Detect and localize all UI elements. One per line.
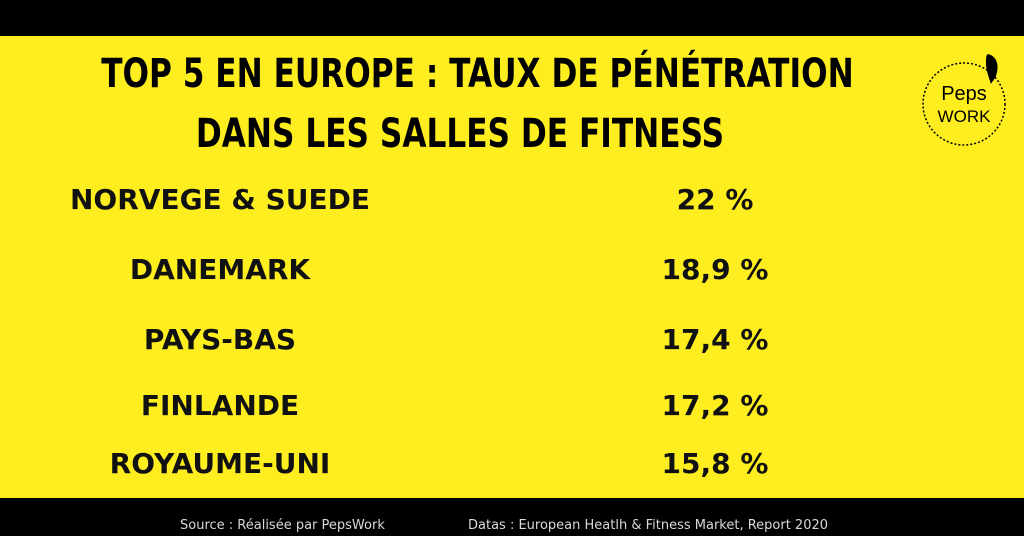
footer-source: Source : Réalisée par PepsWork	[180, 518, 385, 533]
row-label-finlande: FINLANDE	[140, 389, 300, 422]
row-value-pays-bas: 17,4 %	[661, 323, 769, 356]
pepswork-logo: Peps WORK	[922, 54, 1006, 146]
row-label-pays-bas: PAYS-BAS	[143, 323, 297, 356]
title-line-2: DANS LES SALLES DE FITNESS	[195, 111, 725, 157]
row-value-norvege-suede: 22 %	[676, 183, 754, 216]
footer-datas: Datas : European Heatlh & Fitness Market…	[468, 518, 829, 533]
row-value-royaume-uni: 15,8 %	[661, 447, 769, 480]
row-value-finlande: 17,2 %	[661, 389, 769, 422]
logo-text-peps: Peps	[941, 83, 987, 105]
logo-drop-icon	[986, 54, 998, 84]
title-line-1: TOP 5 EN EUROPE : TAUX DE PÉNÉTRATION	[101, 51, 854, 97]
row-label-danemark: DANEMARK	[129, 253, 311, 286]
yellow-panel: TOP 5 EN EUROPE : TAUX DE PÉNÉTRATION DA…	[0, 36, 1024, 498]
row-value-danemark: 18,9 %	[661, 253, 769, 286]
row-label-norvege-suede: NORVEGE & SUEDE	[69, 183, 370, 216]
logo-ring	[922, 62, 1006, 146]
row-label-royaume-uni: ROYAUME-UNI	[109, 447, 331, 480]
logo-text-work: WORK	[938, 107, 992, 126]
footer: Source : Réalisée par PepsWork Datas : E…	[0, 516, 1024, 536]
